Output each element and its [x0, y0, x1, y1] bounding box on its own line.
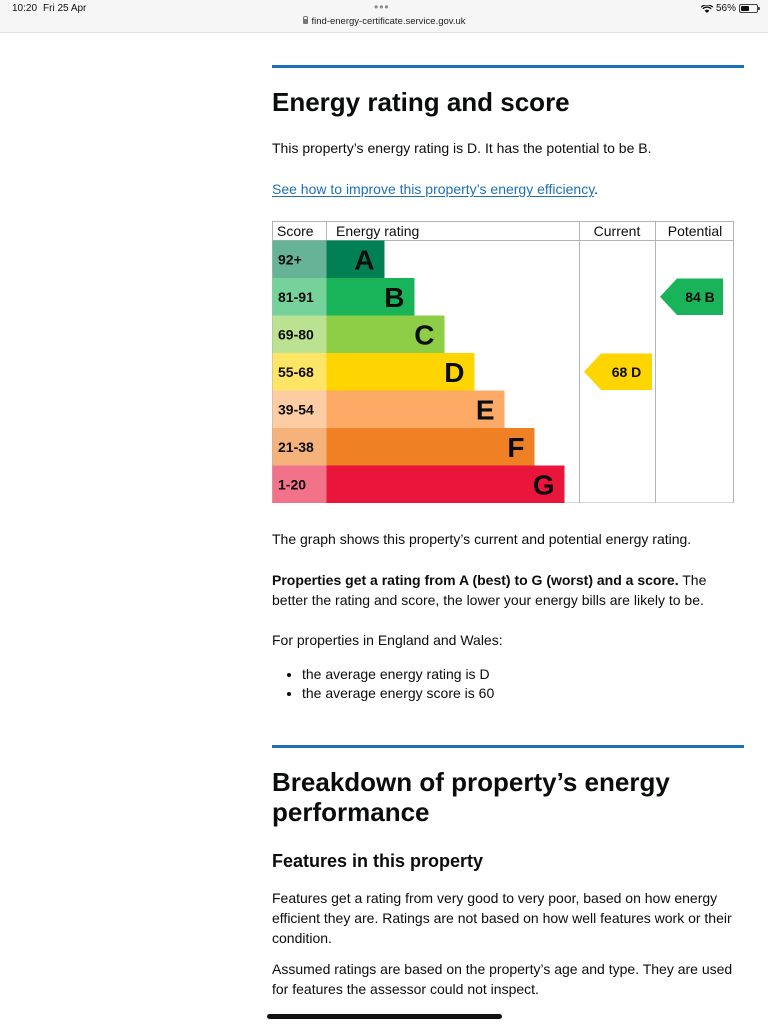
- score-cell: [272, 315, 327, 353]
- more-dots-icon[interactable]: •••: [374, 0, 390, 14]
- energy-rating-heading: Energy rating and score: [272, 87, 570, 117]
- assumed-ratings-text: Assumed ratings are based on the propert…: [272, 961, 733, 997]
- battery-percent: 56%: [715, 3, 736, 14]
- section-divider: [272, 65, 744, 68]
- rating-bar-e: [326, 390, 505, 428]
- features-text: Features get a rating from very good to …: [272, 890, 732, 946]
- status-time: 10:20 Fri 25 Apr: [12, 3, 86, 14]
- score-label: 21-38: [278, 439, 314, 455]
- breakdown-heading: Breakdown of property’s energy performan…: [272, 767, 670, 827]
- wifi-icon: [700, 4, 713, 13]
- date: Fri 25 Apr: [43, 3, 87, 14]
- list-item: the average energy score is 60: [302, 684, 494, 703]
- rating-bar-g: [326, 465, 565, 503]
- rating-letter: E: [476, 394, 495, 425]
- rating-bar-a: [326, 240, 385, 278]
- score-cell: [272, 428, 327, 466]
- score-cell: [272, 353, 327, 391]
- clock: 10:20: [12, 3, 38, 14]
- potential-rating-arrow-label: 84 B: [685, 289, 715, 305]
- score-cell: [272, 278, 327, 316]
- potential-rating-arrow: [660, 278, 723, 315]
- score-cell: [272, 390, 327, 428]
- rating-letter: F: [507, 432, 524, 463]
- status-indicators: 56%: [700, 3, 760, 14]
- rating-bar-f: [326, 428, 535, 466]
- home-indicator[interactable]: [267, 1014, 502, 1019]
- rating-letter: C: [414, 319, 434, 350]
- ratings-explanation-bold: Properties get a rating from A (best) to…: [272, 572, 679, 588]
- rating-letter: G: [533, 469, 555, 500]
- score-cell: [272, 240, 327, 278]
- rating-bar-d: [326, 353, 475, 391]
- energy-rating-chart: Score Energy rating Current Potential 92+ A 81…: [272, 221, 734, 503]
- current-rating-arrow-label: 68 D: [612, 364, 642, 380]
- score-label: 81-91: [278, 289, 314, 305]
- header-score: Score: [277, 223, 314, 239]
- address-bar[interactable]: find-energy-certificate.service.gov.uk: [0, 16, 768, 27]
- energy-rating-intro: This property’s energy rating is D. It h…: [272, 140, 652, 156]
- score-label: 39-54: [278, 401, 314, 417]
- battery-icon: [739, 4, 760, 13]
- improve-efficiency-link[interactable]: See how to improve this property’s energ…: [272, 181, 595, 197]
- rating-bar-b: [326, 278, 415, 316]
- score-label: 55-68: [278, 364, 314, 380]
- current-rating-arrow: [584, 353, 652, 390]
- features-heading: Features in this property: [272, 851, 484, 871]
- lock-icon: [302, 16, 308, 24]
- rating-bar-c: [326, 315, 445, 353]
- header-energy-rating: Energy rating: [336, 223, 419, 239]
- ratings-explanation: Properties get a rating from A (best) to…: [272, 570, 744, 610]
- header-current: Current: [594, 223, 641, 239]
- ratings-explanation-rest: The better the rating and score, the low…: [272, 572, 707, 608]
- list-item: the average energy rating is D: [302, 665, 494, 684]
- score-label: 69-80: [278, 326, 314, 342]
- url-text: find-energy-certificate.service.gov.uk: [311, 16, 466, 27]
- rating-letter: D: [444, 357, 464, 388]
- rating-letter: B: [384, 282, 404, 313]
- improve-link-row: See how to improve this property’s energ…: [272, 179, 598, 199]
- status-bar: 10:20 Fri 25 Apr ••• find-energy-certific…: [0, 0, 768, 33]
- score-cell: [272, 465, 327, 503]
- average-list: the average energy rating is D the avera…: [272, 665, 494, 703]
- section-divider: [272, 745, 744, 748]
- header-potential: Potential: [668, 223, 722, 239]
- rating-letter: A: [354, 244, 374, 275]
- england-wales-text: For properties in England and Wales:: [272, 632, 503, 648]
- graph-note: The graph shows this property’s current …: [272, 531, 692, 547]
- link-suffix: .: [594, 181, 599, 197]
- score-label: 92+: [278, 251, 302, 267]
- score-label: 1-20: [278, 476, 306, 492]
